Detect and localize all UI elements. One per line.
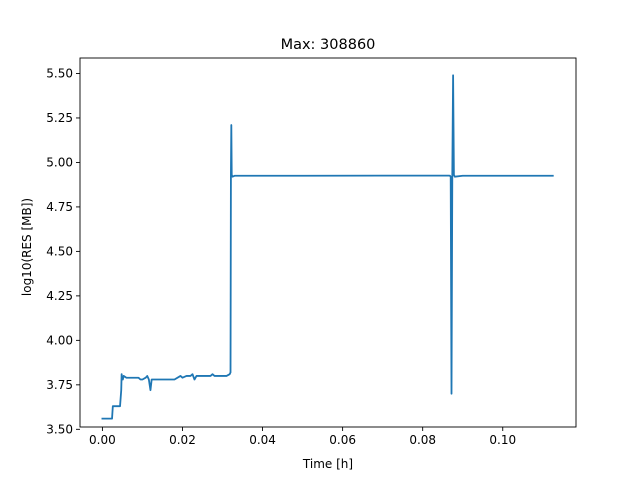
x-tick-label: 0.02 [169,433,196,447]
y-tick-label: 4.50 [46,244,73,258]
axes-frame [79,57,577,428]
y-tick-label: 5.50 [46,66,73,80]
series-line-0 [101,74,554,420]
x-tick-label: 0.04 [249,433,276,447]
chart-title: Max: 308860 [281,37,376,53]
y-tick-label: 3.50 [46,422,73,436]
x-axis-title: Time [h] [302,457,353,471]
y-axis-title: log10(RES [MB]) [20,198,34,296]
x-tick-label: 0.08 [409,433,436,447]
y-tick-label: 4.00 [46,333,73,347]
y-tick-label: 4.75 [46,200,73,214]
y-tick-label: 4.25 [46,289,73,303]
y-tick-label: 5.25 [46,111,73,125]
plot-area: 0.00 0.02 0.04 0.06 0.08 0.10 3.50 3.75 4.00 4.25… [46,57,577,447]
y-tick-label: 3.75 [46,378,73,392]
x-tick-label: 0.10 [489,433,516,447]
y-tick-label: 5.00 [46,155,73,169]
x-tick-label: 0.06 [329,433,356,447]
x-tick-label: 0.00 [89,433,116,447]
